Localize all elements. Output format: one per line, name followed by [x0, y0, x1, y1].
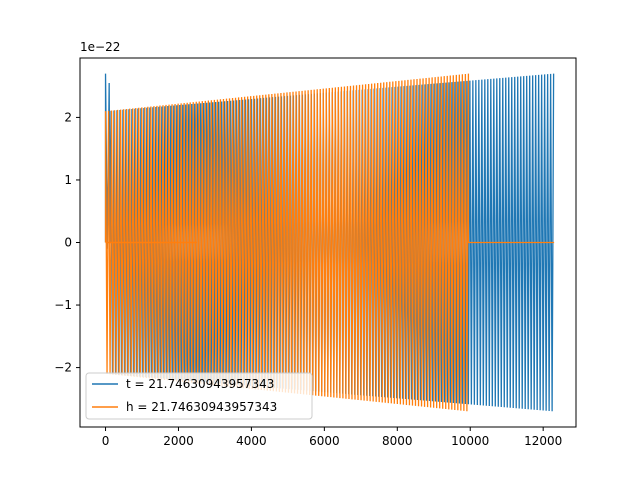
- x-tick-label: 4000: [236, 434, 267, 448]
- series-layer: [104, 73, 555, 412]
- y-tick-label: −2: [54, 361, 72, 375]
- y-tick-label: 0: [64, 236, 72, 250]
- x-axis: 0 2000 4000 6000 8000 10000 12000: [102, 427, 562, 448]
- legend-box: [85, 372, 313, 420]
- x-tick-label: 8000: [382, 434, 413, 448]
- y-axis: −2 −1 0 1 2: [54, 110, 80, 375]
- x-tick-label: 12000: [524, 434, 562, 448]
- x-tick-label: 0: [102, 434, 110, 448]
- legend-label-h: h = 21.74630943957343: [126, 400, 277, 414]
- x-tick-label: 6000: [309, 434, 340, 448]
- y-tick-label: −1: [54, 298, 72, 312]
- y-tick-label: 2: [64, 110, 72, 124]
- x-tick-label: 10000: [451, 434, 489, 448]
- legend: t = 21.74630943957343 h = 21.74630943957…: [85, 372, 313, 420]
- y-tick-label: 1: [64, 173, 72, 187]
- x-tick-label: 2000: [163, 434, 194, 448]
- legend-label-t: t = 21.74630943957343: [126, 377, 274, 391]
- y-offset-label: 1e−22: [80, 40, 120, 54]
